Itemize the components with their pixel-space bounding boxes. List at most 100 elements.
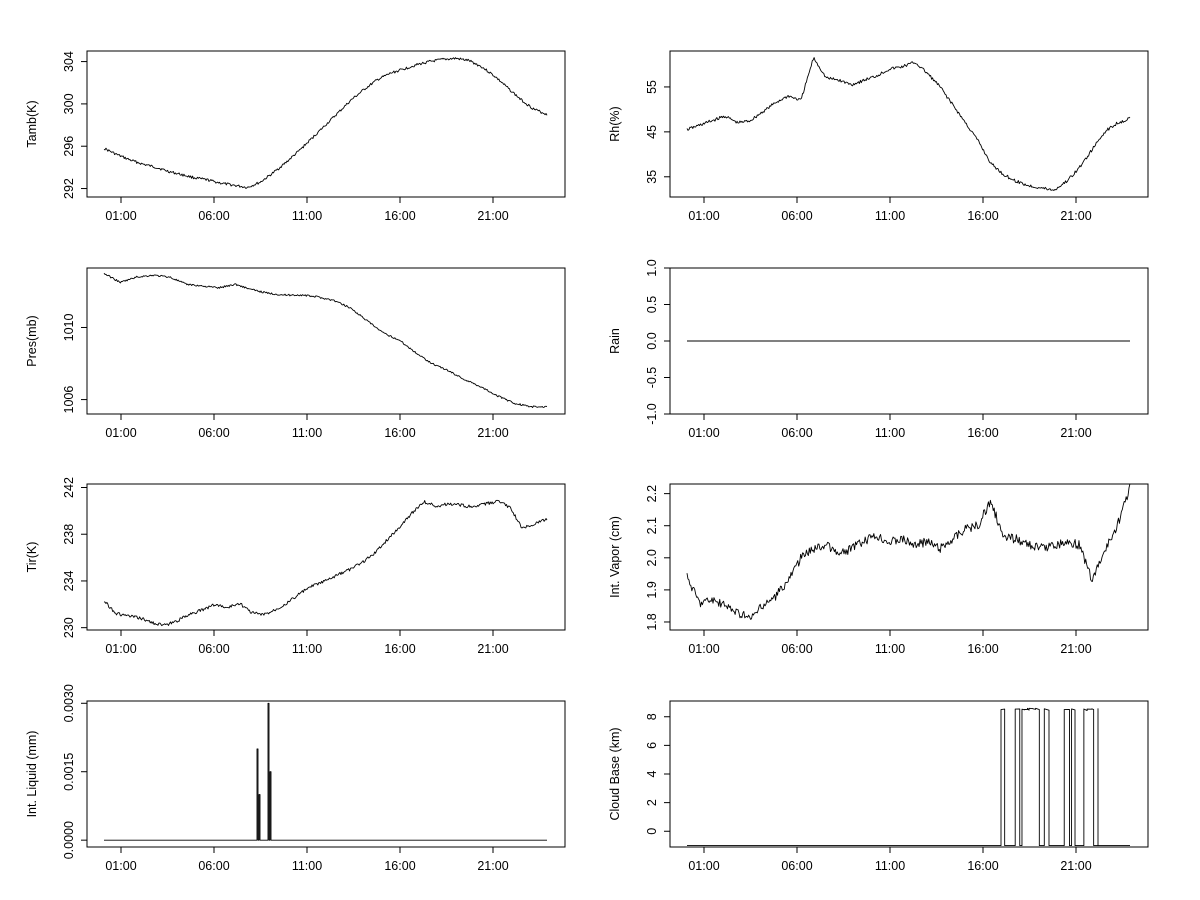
y-tick-label: 0.0015 <box>62 753 76 791</box>
x-tick-label: 16:00 <box>384 642 415 656</box>
y-tick-label: 4 <box>645 770 659 777</box>
x-tick-label: 11:00 <box>875 209 905 223</box>
y-axis-label: Pres(mb) <box>25 315 39 366</box>
plot-frame <box>86 50 566 198</box>
x-tick-label: 21:00 <box>1060 426 1091 440</box>
pres-panel: 01:00 06:00 11:00 16:00 21:00 1006 1010 Pres(mb… <box>25 267 566 440</box>
y-tick-label: 55 <box>645 80 659 94</box>
x-tick-label: 11:00 <box>292 642 322 656</box>
x-tick-label: 01:00 <box>105 642 136 656</box>
y-tick-label: 0.0 <box>645 332 659 349</box>
y-tick-label: 2.2 <box>645 485 659 502</box>
y-tick-label: 2.1 <box>645 517 659 534</box>
x-tick-label: 16:00 <box>384 426 415 440</box>
x-tick-label: 01:00 <box>688 426 719 440</box>
series-line <box>103 57 548 189</box>
plot-frame <box>669 483 1149 631</box>
y-tick-label: 1010 <box>62 314 76 342</box>
y-tick-label: 2 <box>645 799 659 806</box>
y-tick-label: 296 <box>62 136 76 157</box>
x-tick-label: 16:00 <box>384 209 415 223</box>
y-tick-label: -0.5 <box>645 367 659 389</box>
y-tick-label: 1006 <box>62 386 76 414</box>
x-tick-label: 01:00 <box>105 859 136 873</box>
series-line <box>103 272 548 409</box>
y-axis-label: Cloud Base (km) <box>608 727 622 820</box>
y-tick-label: 292 <box>62 178 76 199</box>
liquid-panel: 01:00 06:00 11:00 16:00 21:00 0.0000 0.0015 0.0… <box>25 684 566 873</box>
y-axis-label: Int. Vapor (cm) <box>608 516 622 598</box>
x-tick-label: 01:00 <box>688 642 719 656</box>
plot-frame <box>669 700 1149 848</box>
y-tick-label: 242 <box>62 477 76 498</box>
y-axis-label: Int. Liquid (mm) <box>25 731 39 818</box>
series-line <box>103 499 548 627</box>
y-tick-label: 0.0000 <box>62 821 76 859</box>
y-tick-label: 1.8 <box>645 613 659 630</box>
y-tick-label: 304 <box>62 51 76 72</box>
cloud-base-panel: 01:00 06:00 11:00 16:00 21:00 0 2 4 6 8 Cloud Base… <box>608 700 1149 873</box>
y-tick-label: 0.5 <box>645 296 659 313</box>
y-tick-label: 0.0030 <box>62 684 76 722</box>
y-tick-label: 8 <box>645 713 659 720</box>
y-axis-label: Rh(%) <box>608 106 622 141</box>
series-line <box>686 483 1131 620</box>
rh-panel: 01:00 06:00 11:00 16:00 21:00 35 45 55 Rh(%) <box>608 50 1149 223</box>
x-tick-label: 16:00 <box>967 859 998 873</box>
x-tick-label: 21:00 <box>477 859 508 873</box>
rain-panel: 01:00 06:00 11:00 16:00 21:00 -1.0 -0.5 0.0 0.5 1… <box>608 259 1149 440</box>
x-tick-label: 06:00 <box>781 426 812 440</box>
x-tick-label: 11:00 <box>292 426 322 440</box>
y-tick-label: -1.0 <box>645 403 659 425</box>
y-tick-label: 0 <box>645 828 659 835</box>
y-tick-label: 230 <box>62 617 76 638</box>
x-tick-label: 21:00 <box>477 209 508 223</box>
x-tick-label: 16:00 <box>384 859 415 873</box>
x-tick-label: 11:00 <box>292 209 322 223</box>
series-line <box>104 702 547 841</box>
y-axis-label: Tamb(K) <box>25 100 39 147</box>
plot-frame <box>86 267 566 415</box>
x-tick-label: 06:00 <box>781 642 812 656</box>
y-tick-label: 300 <box>62 93 76 114</box>
x-tick-label: 16:00 <box>967 642 998 656</box>
x-tick-label: 11:00 <box>875 859 905 873</box>
x-tick-label: 06:00 <box>781 209 812 223</box>
x-tick-label: 11:00 <box>875 426 905 440</box>
series-line <box>687 707 1130 847</box>
y-tick-label: 1.0 <box>645 259 659 276</box>
x-tick-label: 01:00 <box>688 209 719 223</box>
x-tick-label: 06:00 <box>198 859 229 873</box>
x-tick-label: 21:00 <box>477 426 508 440</box>
y-tick-label: 6 <box>645 742 659 749</box>
x-tick-label: 21:00 <box>1060 209 1091 223</box>
y-tick-label: 238 <box>62 524 76 545</box>
tamb-panel: 01:00 06:00 11:00 16:00 21:00 292 296 300 304 Tam… <box>25 50 566 223</box>
x-tick-label: 11:00 <box>292 859 322 873</box>
x-tick-label: 01:00 <box>688 859 719 873</box>
y-axis-label: Rain <box>608 328 622 354</box>
y-tick-label: 45 <box>645 125 659 139</box>
vapor-panel: 01:00 06:00 11:00 16:00 21:00 1.8 1.9 2.0 2.1 2.2… <box>608 483 1149 656</box>
x-tick-label: 21:00 <box>1060 642 1091 656</box>
x-tick-label: 01:00 <box>105 426 136 440</box>
x-tick-label: 11:00 <box>875 642 905 656</box>
y-tick-label: 2.0 <box>645 549 659 566</box>
series-line <box>686 57 1131 191</box>
x-tick-label: 16:00 <box>967 209 998 223</box>
y-tick-label: 35 <box>645 170 659 184</box>
x-tick-label: 16:00 <box>967 426 998 440</box>
x-tick-label: 01:00 <box>105 209 136 223</box>
y-tick-label: 1.9 <box>645 581 659 598</box>
x-tick-label: 06:00 <box>781 859 812 873</box>
x-tick-label: 06:00 <box>198 426 229 440</box>
x-tick-label: 21:00 <box>1060 859 1091 873</box>
x-tick-label: 06:00 <box>198 209 229 223</box>
y-axis-label: Tir(K) <box>25 542 39 573</box>
plot-frame <box>86 483 566 631</box>
x-tick-label: 21:00 <box>477 642 508 656</box>
plot-frame <box>86 700 566 848</box>
x-tick-label: 06:00 <box>198 642 229 656</box>
plot-frame <box>669 50 1149 198</box>
